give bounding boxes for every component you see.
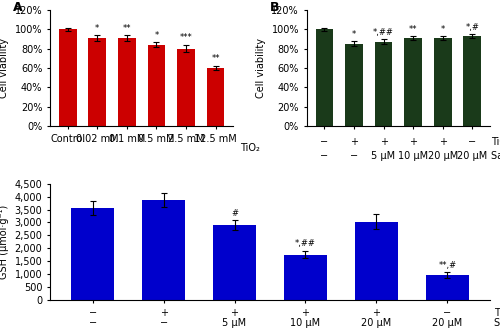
Text: −: − [88, 308, 96, 318]
Text: 20 μM: 20 μM [457, 152, 488, 162]
Text: +: + [409, 138, 417, 148]
Text: 5 μM: 5 μM [372, 152, 396, 162]
Text: −: − [350, 152, 358, 162]
Bar [72, 208, 114, 300]
Text: −: − [88, 318, 96, 328]
Text: Sal B: Sal B [494, 318, 500, 328]
Text: TiO₂: TiO₂ [240, 143, 260, 153]
Bar [404, 38, 422, 126]
Text: ***: *** [180, 33, 192, 42]
Text: −: − [160, 318, 168, 328]
Text: +: + [380, 138, 388, 148]
Text: A: A [14, 1, 23, 14]
Text: −: − [320, 152, 328, 162]
Text: **: ** [122, 24, 131, 33]
Text: Sal B: Sal B [492, 152, 500, 162]
Text: TiO₂: TiO₂ [494, 308, 500, 318]
Text: 20 μM: 20 μM [428, 152, 458, 162]
Text: *,##: *,## [295, 239, 316, 248]
Bar [142, 200, 185, 300]
Text: +: + [372, 308, 380, 318]
Text: +: + [302, 308, 310, 318]
Text: +: + [160, 308, 168, 318]
Text: *: * [352, 30, 356, 39]
Text: +: + [350, 138, 358, 148]
Text: TiO₂: TiO₂ [492, 138, 500, 148]
Text: **,#: **,# [438, 261, 456, 270]
Text: 20 μM: 20 μM [432, 318, 462, 328]
Bar [206, 68, 224, 126]
Text: −: − [444, 308, 452, 318]
Text: *: * [95, 24, 100, 33]
Bar [148, 45, 166, 126]
Text: *,#: *,# [466, 23, 479, 32]
Text: −: − [468, 138, 476, 148]
Bar [434, 38, 452, 126]
Text: +: + [230, 308, 238, 318]
Bar [426, 275, 469, 300]
Text: 20 μM: 20 μM [362, 318, 392, 328]
Bar [88, 38, 106, 126]
Bar [316, 29, 334, 126]
Bar [355, 222, 398, 300]
Y-axis label: GSH (μmol·g⁻¹): GSH (μmol·g⁻¹) [0, 205, 9, 279]
Bar [345, 44, 363, 126]
Text: **: ** [212, 54, 220, 63]
Text: *,##: *,## [373, 28, 394, 37]
Text: *: * [154, 31, 158, 40]
Y-axis label: Cell viability: Cell viability [256, 38, 266, 98]
Text: B: B [270, 1, 280, 14]
Text: 10 μM: 10 μM [290, 318, 320, 328]
Bar [464, 36, 481, 126]
Bar [118, 38, 136, 126]
Text: **: ** [409, 25, 418, 34]
Text: 5 μM: 5 μM [222, 318, 246, 328]
Bar [59, 29, 76, 126]
Text: *: * [440, 25, 445, 34]
Text: #: # [231, 208, 238, 217]
Bar [374, 42, 392, 126]
Bar [213, 225, 256, 300]
Text: +: + [438, 138, 446, 148]
Text: −: − [320, 138, 328, 148]
Y-axis label: Cell viability: Cell viability [0, 38, 9, 98]
Bar [177, 49, 195, 126]
Text: 10 μM: 10 μM [398, 152, 428, 162]
Bar [284, 255, 327, 300]
